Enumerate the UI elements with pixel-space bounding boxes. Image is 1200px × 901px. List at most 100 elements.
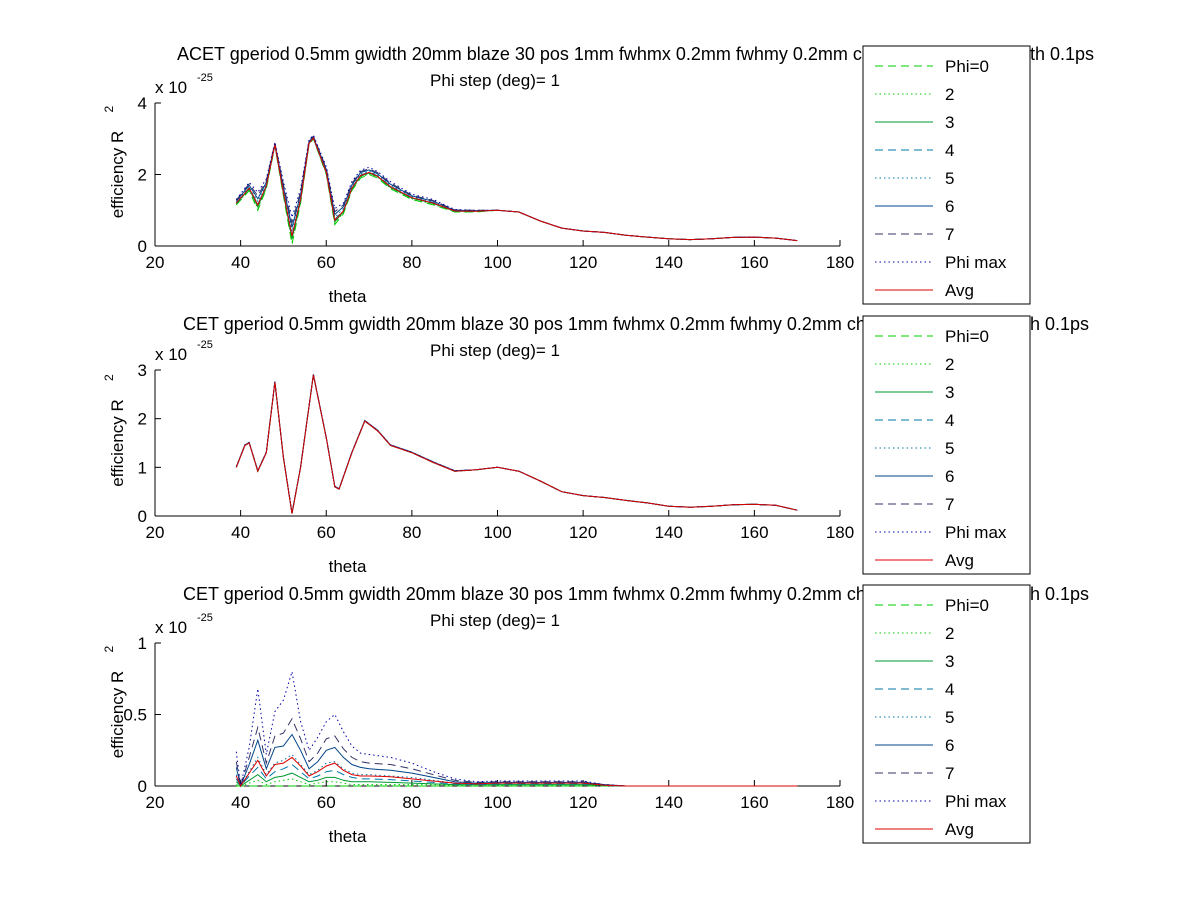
legend-label: 2 bbox=[945, 624, 954, 643]
x-tick-label: 100 bbox=[483, 523, 511, 542]
series-line-5 bbox=[235, 136, 798, 242]
chart-1: ACET gperiod 0.5mm gwidth 20mm blaze 30 … bbox=[102, 44, 1094, 306]
chart-title-line2: Phi step (deg)= 1 bbox=[430, 611, 560, 630]
legend-label: 3 bbox=[945, 652, 954, 671]
x-tick-label: 180 bbox=[826, 793, 854, 812]
y-axis-label-sup: 2 bbox=[102, 646, 116, 653]
exponent-label: x 10 bbox=[155, 78, 187, 97]
x-tick-label: 100 bbox=[483, 793, 511, 812]
series-line-7 bbox=[235, 374, 798, 514]
series-line-4 bbox=[235, 374, 798, 514]
legend-box bbox=[862, 45, 1031, 305]
y-axis-label-sup: 2 bbox=[102, 374, 116, 381]
legend-label: 7 bbox=[945, 764, 954, 783]
x-tick-label: 120 bbox=[569, 523, 597, 542]
x-tick-label: 60 bbox=[317, 523, 336, 542]
series-line-5 bbox=[235, 753, 798, 788]
legend-label: Phi max bbox=[945, 253, 1007, 272]
x-tick-label: 40 bbox=[231, 523, 250, 542]
series-line-2 bbox=[235, 137, 798, 242]
chart-title-line1-tail: h 0.1ps bbox=[1030, 584, 1089, 604]
legend-label: 5 bbox=[945, 439, 954, 458]
chart-2: CET gperiod 0.5mm gwidth 20mm blaze 30 p… bbox=[102, 314, 1089, 576]
series-line-9 bbox=[235, 756, 798, 788]
x-tick-label: 120 bbox=[569, 793, 597, 812]
x-tick-label: 80 bbox=[402, 523, 421, 542]
x-tick-label: 140 bbox=[655, 523, 683, 542]
series-line-7 bbox=[235, 717, 798, 787]
x-tick-label: 160 bbox=[740, 253, 768, 272]
chart-3: CET gperiod 0.5mm gwidth 20mm blaze 30 p… bbox=[102, 584, 1089, 846]
chart-title-line2: Phi step (deg)= 1 bbox=[430, 341, 560, 360]
legend-label: Avg bbox=[945, 820, 974, 839]
x-tick-label: 180 bbox=[826, 253, 854, 272]
x-axis-label: theta bbox=[329, 557, 367, 576]
y-axis-label: efficiency R bbox=[108, 399, 127, 487]
x-tick-label: 160 bbox=[740, 523, 768, 542]
x-tick-label: 100 bbox=[483, 253, 511, 272]
x-axis-label: theta bbox=[329, 287, 367, 306]
legend-label: 6 bbox=[945, 467, 954, 486]
legend-label: 5 bbox=[945, 169, 954, 188]
x-tick-label: 80 bbox=[402, 793, 421, 812]
legend-label: Phi=0 bbox=[945, 327, 989, 346]
series-line-6 bbox=[235, 136, 798, 242]
x-tick-label: 60 bbox=[317, 793, 336, 812]
chart-title-line1: CET gperiod 0.5mm gwidth 20mm blaze 30 p… bbox=[183, 584, 927, 604]
series-line-1 bbox=[235, 374, 798, 514]
series-line-3 bbox=[235, 772, 798, 787]
x-axis-label: theta bbox=[329, 827, 367, 846]
legend-label: 5 bbox=[945, 708, 954, 727]
series-line-5 bbox=[235, 374, 798, 514]
legend-label: 4 bbox=[945, 680, 954, 699]
x-tick-label: 180 bbox=[826, 523, 854, 542]
x-tick-label: 120 bbox=[569, 253, 597, 272]
legend-label: Avg bbox=[945, 551, 974, 570]
exponent-sup: -25 bbox=[197, 72, 213, 84]
legend-label: 4 bbox=[945, 411, 954, 430]
series-line-6 bbox=[235, 374, 798, 514]
series-line-2 bbox=[235, 374, 798, 514]
x-tick-label: 140 bbox=[655, 253, 683, 272]
y-tick-label: 1 bbox=[138, 458, 147, 477]
legend-label: 6 bbox=[945, 736, 954, 755]
y-tick-label: 4 bbox=[138, 94, 147, 113]
y-axis-label: efficiency R bbox=[108, 131, 127, 219]
legend-label: Phi max bbox=[945, 792, 1007, 811]
y-axis-label-sup: 2 bbox=[102, 106, 116, 113]
series-line-3 bbox=[235, 374, 798, 514]
exponent-label: x 10 bbox=[155, 618, 187, 637]
x-tick-label: 60 bbox=[317, 253, 336, 272]
series-line-9 bbox=[235, 137, 798, 242]
y-tick-label: 3 bbox=[138, 361, 147, 380]
legend-label: Avg bbox=[945, 281, 974, 300]
series-line-7 bbox=[235, 135, 798, 242]
legend-label: Phi=0 bbox=[945, 57, 989, 76]
series-line-8 bbox=[235, 671, 798, 787]
x-tick-label: 40 bbox=[231, 793, 250, 812]
exponent-label: x 10 bbox=[155, 345, 187, 364]
x-tick-label: 20 bbox=[146, 253, 165, 272]
x-tick-label: 40 bbox=[231, 253, 250, 272]
exponent-sup: -25 bbox=[197, 612, 213, 624]
series-line-2 bbox=[236, 778, 798, 787]
chart-title-line1-tail: th 0.1ps bbox=[1030, 44, 1094, 64]
legend-label: 2 bbox=[945, 355, 954, 374]
chart-title-line1: CET gperiod 0.5mm gwidth 20mm blaze 30 p… bbox=[183, 314, 927, 334]
legend-label: 7 bbox=[945, 495, 954, 514]
y-tick-label: 0 bbox=[138, 507, 147, 526]
y-tick-label: 2 bbox=[138, 166, 147, 185]
x-tick-label: 20 bbox=[146, 523, 165, 542]
y-tick-label: 2 bbox=[138, 410, 147, 429]
legend-label: 2 bbox=[945, 85, 954, 104]
chart-title-line1-tail: h 0.1ps bbox=[1030, 314, 1089, 334]
x-tick-label: 140 bbox=[655, 793, 683, 812]
legend-label: 3 bbox=[945, 383, 954, 402]
legend-label: 7 bbox=[945, 225, 954, 244]
legend-label: 3 bbox=[945, 113, 954, 132]
legend-label: Phi=0 bbox=[945, 596, 989, 615]
y-axis-label: efficiency R bbox=[108, 671, 127, 759]
legend-box bbox=[862, 315, 1031, 575]
series-line-8 bbox=[235, 134, 798, 242]
